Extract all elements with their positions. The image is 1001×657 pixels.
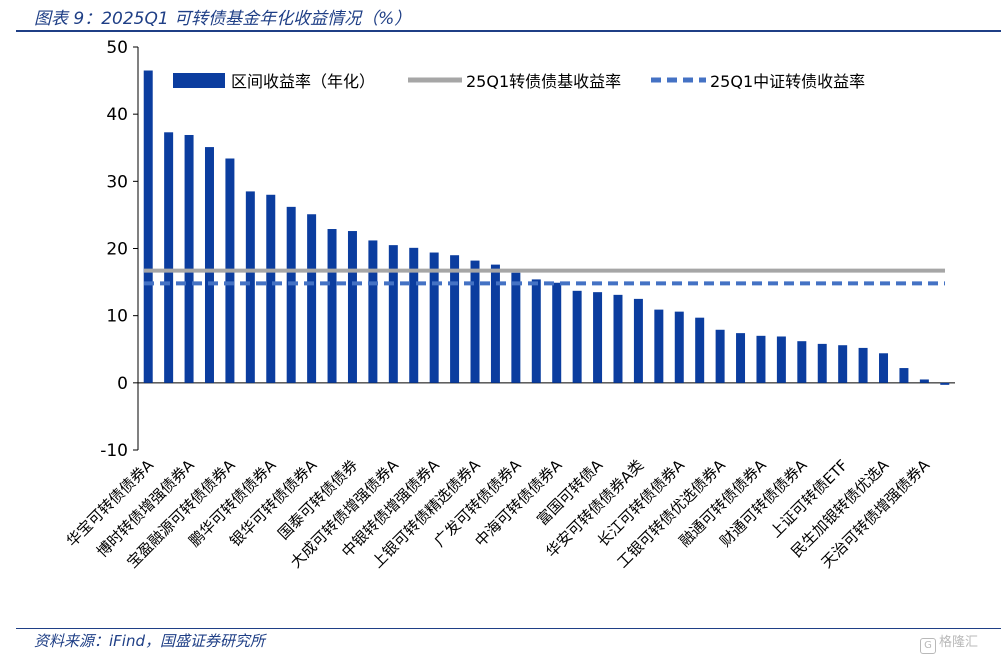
source-rule [16,628,1001,629]
y-tick-labels: -10 0 10 20 30 40 50 [100,38,128,461]
source-note: 资料来源：iFind，国盛证券研究所 [34,632,265,650]
bar [184,134,194,383]
bar [715,329,725,383]
bar [797,341,807,383]
bar [552,282,562,383]
legend-label-fund-line: 25Q1转债债基收益率 [466,72,621,91]
title-rule [16,30,1001,32]
bar [450,255,460,383]
bar [531,279,541,383]
bar [429,252,439,383]
chart-title: 图表 9：2025Q1 可转债基金年化收益情况（%） [34,9,412,29]
y-tick-label: -10 [100,441,128,461]
watermark-text: 格隆汇 [939,635,979,650]
bar [368,240,378,383]
y-tick-label: 50 [106,38,128,58]
bar [776,336,786,383]
bar [327,229,337,383]
bar [756,335,766,383]
bar [736,333,746,383]
bar [470,260,480,383]
bar [633,298,643,383]
bar [409,247,419,383]
bar [572,290,582,383]
bar [511,272,521,383]
bar [490,264,500,383]
bar [245,191,255,383]
y-tick-label: 30 [106,172,128,192]
legend-swatch-bar [173,73,225,88]
bar [613,294,623,383]
reference-lines [144,268,945,286]
bar-chart: -10 0 10 20 30 40 50 华宝可转债债券A博时转债增强债券A宝盈融源可转债债… [63,38,955,572]
y-tick-label: 0 [117,374,128,394]
bar [164,132,174,383]
y-tick-label: 20 [106,240,128,260]
bar [899,368,909,383]
y-tick-label: 40 [106,105,128,125]
bar [674,311,684,383]
bar [266,194,276,383]
watermark-logo: G 格隆汇 [920,631,978,654]
bar [388,245,398,383]
y-tick-label: 10 [106,307,128,327]
bar [940,382,950,385]
bar [919,379,929,383]
legend-label-index-line: 25Q1中证转债收益率 [710,72,865,91]
legend-label-bar: 区间收益率（年化） [231,72,375,91]
x-category-labels: 华宝可转债债券A博时转债增强债券A宝盈融源可转债债券A鹏华可转债债券A银华可转债… [63,456,934,572]
legend: 区间收益率（年化） 25Q1转债债基收益率 25Q1中证转债收益率 [173,72,865,91]
bar [204,147,214,383]
bar [879,353,889,383]
bar [286,206,296,383]
bar [838,345,848,383]
bar [347,231,357,383]
bar [817,343,827,383]
bar [695,317,705,383]
bar [858,347,868,383]
watermark-glyph-icon: G [920,638,936,654]
bar [593,292,603,383]
axes [133,46,955,451]
bar [307,214,317,383]
bar [654,309,664,383]
bars [143,70,950,385]
bar [143,70,153,383]
